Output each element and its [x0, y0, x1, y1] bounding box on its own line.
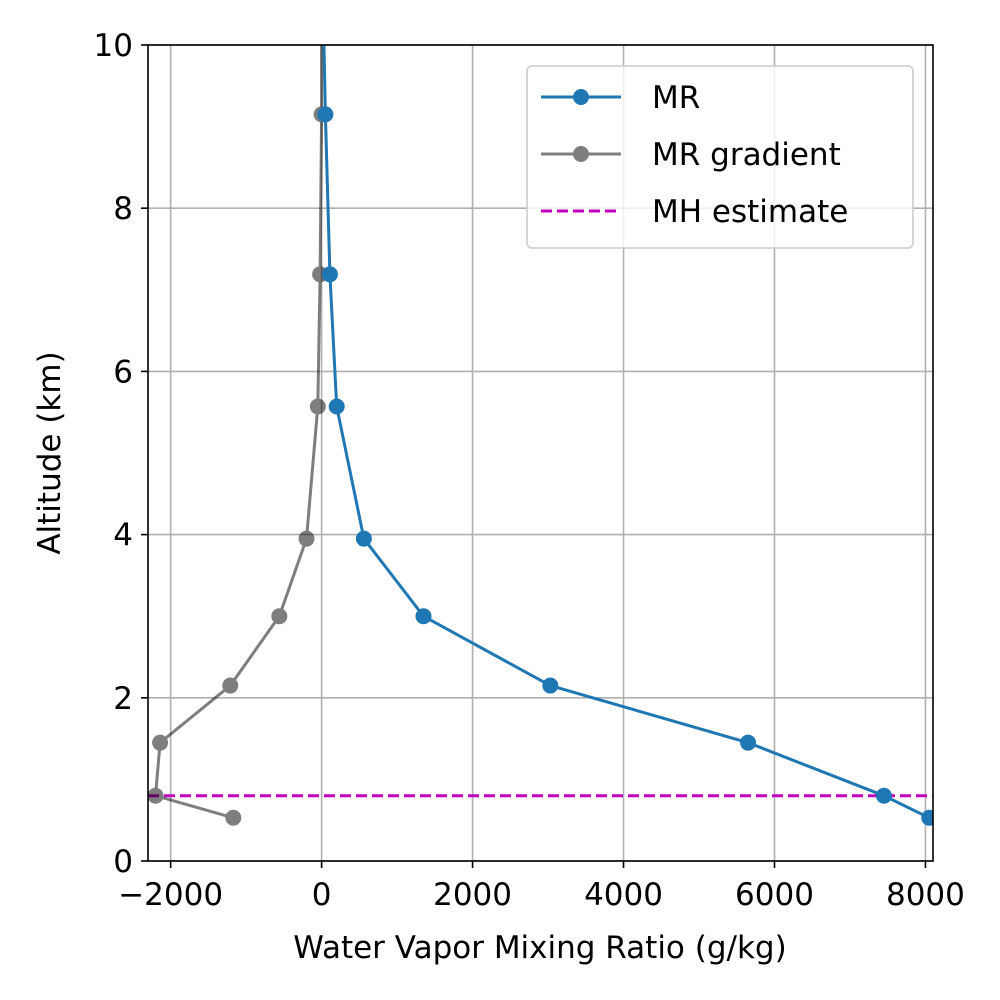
- series-mr: [317, 45, 933, 826]
- legend-item: MH estimate: [541, 194, 848, 230]
- mr-point: [328, 398, 345, 415]
- y-tick-label: 10: [94, 28, 133, 64]
- mr-gradient-point: [222, 677, 239, 694]
- mr-gradient-point: [152, 734, 169, 751]
- mr-point: [355, 530, 372, 547]
- mr-point: [740, 734, 757, 751]
- mr-point: [321, 266, 338, 283]
- legend-swatch-marker: [573, 146, 589, 162]
- x-tick-label: 2000: [433, 877, 512, 913]
- plot-frame: [147, 44, 934, 862]
- mr-point: [415, 608, 432, 625]
- mr-gradient-point: [298, 530, 315, 547]
- legend-swatch-marker: [573, 89, 589, 105]
- mr-point: [317, 106, 334, 123]
- legend: MR MR gradient MH estimate: [526, 65, 914, 249]
- mr-point: [875, 787, 892, 804]
- y-tick-label: 4: [113, 518, 133, 554]
- x-axis-label: Water Vapor Mixing Ratio (g/kg): [293, 930, 786, 966]
- mr-gradient-point: [148, 787, 164, 804]
- legend-item: MR gradient: [541, 137, 841, 173]
- x-tick-label: 0: [312, 877, 332, 913]
- y-tick-label: 2: [113, 681, 133, 717]
- y-tick-label: 8: [113, 191, 133, 227]
- y-tick-label: 0: [113, 844, 133, 880]
- x-tick-label: 8000: [886, 877, 965, 913]
- legend-label: MR: [652, 80, 700, 116]
- legend-box: [526, 65, 914, 249]
- series-layer: [148, 45, 933, 826]
- x-tick-label: 4000: [584, 877, 663, 913]
- legend-swatch: [541, 89, 621, 105]
- y-tick-label: 6: [113, 354, 133, 390]
- x-tick-label: 6000: [735, 877, 814, 913]
- mr-point: [542, 677, 559, 694]
- mr-gradient-point: [309, 398, 326, 415]
- y-axis-label: Altitude (km): [32, 351, 68, 554]
- mr-point: [921, 809, 933, 826]
- legend-label: MR gradient: [652, 137, 841, 173]
- mr-gradient-point: [271, 608, 288, 625]
- mr-line: [322, 45, 930, 820]
- mr-gradient-line: [154, 45, 324, 820]
- mr-gradient-point: [225, 809, 242, 826]
- legend-item: MR: [541, 80, 700, 116]
- x-tick-label: −2000: [118, 877, 223, 913]
- legend-swatch: [541, 146, 621, 162]
- legend-label: MH estimate: [652, 194, 848, 230]
